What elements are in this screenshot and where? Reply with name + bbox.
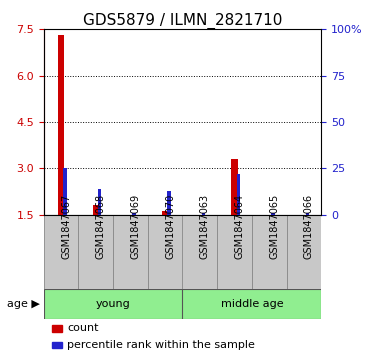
- Bar: [162, 211, 168, 215]
- Text: GSM1847069: GSM1847069: [130, 193, 141, 259]
- Bar: [287, 215, 321, 289]
- Bar: [271, 213, 275, 215]
- Text: GSM1847064: GSM1847064: [234, 193, 245, 259]
- Bar: [306, 213, 310, 215]
- Bar: [78, 215, 113, 289]
- Bar: [237, 174, 240, 215]
- Bar: [44, 289, 182, 319]
- Bar: [63, 168, 67, 215]
- Text: GSM1847070: GSM1847070: [165, 193, 175, 259]
- Text: count: count: [68, 323, 99, 333]
- Bar: [113, 215, 148, 289]
- Bar: [182, 215, 217, 289]
- Bar: [217, 215, 252, 289]
- Text: GSM1847063: GSM1847063: [200, 193, 210, 259]
- Text: age ▶: age ▶: [7, 299, 40, 309]
- Bar: [52, 342, 62, 348]
- Text: middle age: middle age: [220, 299, 283, 309]
- Text: young: young: [96, 299, 131, 309]
- Text: GSM1847068: GSM1847068: [96, 193, 106, 259]
- Bar: [167, 191, 171, 215]
- Bar: [148, 215, 182, 289]
- Text: percentile rank within the sample: percentile rank within the sample: [68, 340, 255, 350]
- Bar: [231, 159, 238, 215]
- Bar: [44, 215, 78, 289]
- Bar: [52, 325, 62, 331]
- Bar: [252, 215, 287, 289]
- Title: GDS5879 / ILMN_2821710: GDS5879 / ILMN_2821710: [83, 13, 282, 29]
- Bar: [182, 289, 321, 319]
- Text: GSM1847067: GSM1847067: [61, 193, 71, 259]
- Text: GSM1847066: GSM1847066: [304, 193, 314, 259]
- Bar: [98, 189, 101, 215]
- Bar: [93, 205, 99, 215]
- Text: GSM1847065: GSM1847065: [269, 193, 279, 259]
- Bar: [58, 35, 64, 215]
- Bar: [132, 213, 136, 215]
- Bar: [202, 213, 205, 215]
